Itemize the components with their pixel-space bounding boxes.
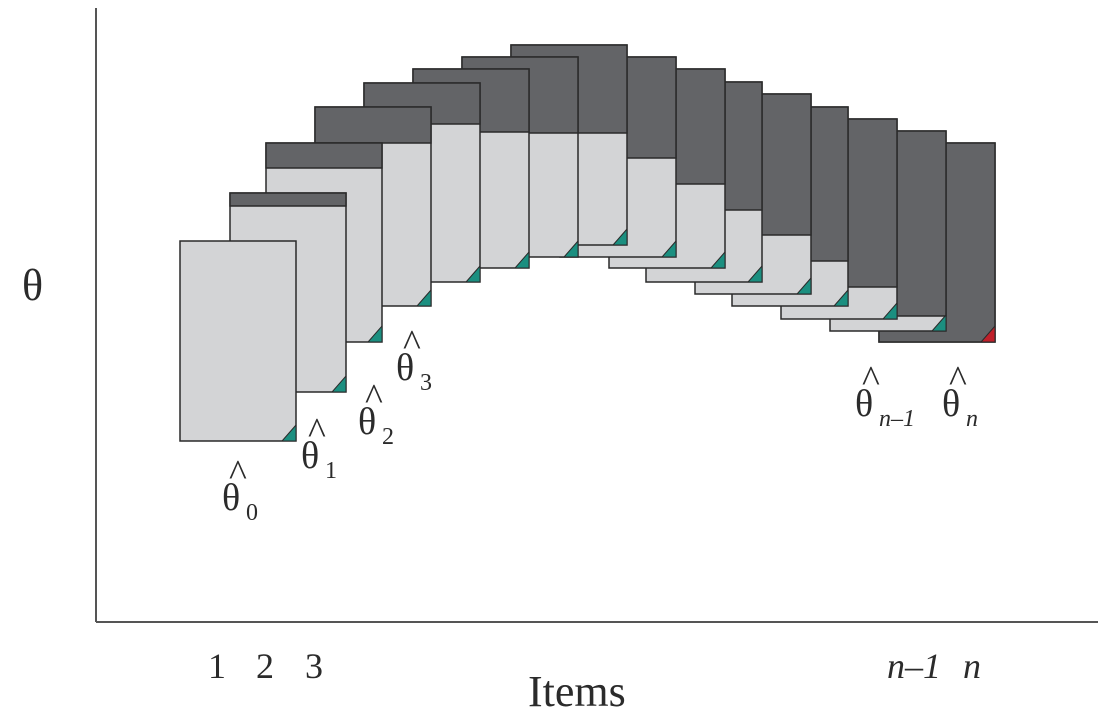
x-tick-label: 1	[208, 646, 226, 686]
estimate-symbol: θ	[855, 383, 873, 425]
estimate-hat: ^	[862, 359, 880, 401]
item-card-folded-corner	[746, 264, 763, 283]
item-card-folded-corner	[709, 250, 726, 269]
item-card-folded-corner	[795, 276, 812, 295]
item-card-folded-corner	[611, 227, 628, 246]
estimate-label-n: ^ θ n	[942, 359, 978, 432]
estimate-symbol: θ	[222, 477, 240, 519]
estimate-subscript: 3	[420, 370, 432, 396]
item-card-folded-corner	[464, 264, 481, 283]
item-card-folded-corner	[562, 239, 579, 258]
estimate-subscript: 2	[382, 424, 394, 450]
estimate-hat: ^	[308, 411, 326, 453]
item-card-folded-corner	[832, 288, 849, 307]
estimate-label-2: ^ θ 2	[358, 377, 394, 450]
estimate-label-3: ^ θ 3	[396, 323, 432, 396]
estimate-label-n-minus-1: ^ θ n–1	[855, 359, 915, 432]
y-axis-label: θ	[22, 261, 43, 310]
estimate-subscript: 1	[325, 458, 337, 484]
item-cards	[179, 44, 996, 442]
x-tick-label: 2	[256, 646, 274, 686]
estimate-hat: ^	[403, 323, 421, 365]
item-card-folded-corner	[881, 301, 898, 320]
estimate-label-0: ^ θ 0	[222, 453, 258, 526]
item-card-dark-band	[314, 106, 432, 144]
x-tick-label: n	[963, 646, 981, 686]
estimate-symbol: θ	[358, 401, 376, 443]
item-card-folded-corner	[930, 313, 947, 332]
estimate-symbol: θ	[301, 435, 319, 477]
estimate-symbol: θ	[396, 347, 414, 389]
item-card-dark-band	[229, 192, 347, 207]
estimate-subscript: n	[966, 406, 978, 432]
estimate-hat: ^	[949, 359, 967, 401]
item-card-folded-corner	[366, 324, 383, 343]
estimate-hat: ^	[229, 453, 247, 495]
item-card	[179, 240, 297, 442]
estimate-subscript: n–1	[879, 406, 915, 432]
item-card-page	[179, 240, 297, 442]
item-card-folded-corner	[660, 239, 677, 258]
item-card-folded-corner	[513, 250, 530, 269]
item-card-dark-band	[265, 142, 383, 169]
estimate-hat: ^	[365, 377, 383, 419]
x-tick-label: n–1	[887, 646, 941, 686]
item-card-folded-corner	[415, 288, 432, 307]
estimate-subscript: 0	[246, 500, 258, 526]
estimate-label-1: ^ θ 1	[301, 411, 337, 484]
item-card-folded-corner	[979, 324, 996, 343]
item-card-folded-corner	[330, 374, 347, 393]
item-card-folded-corner	[280, 423, 297, 442]
estimate-symbol: θ	[942, 383, 960, 425]
x-axis-label: Items	[528, 667, 626, 712]
x-tick-label: 3	[305, 646, 323, 686]
